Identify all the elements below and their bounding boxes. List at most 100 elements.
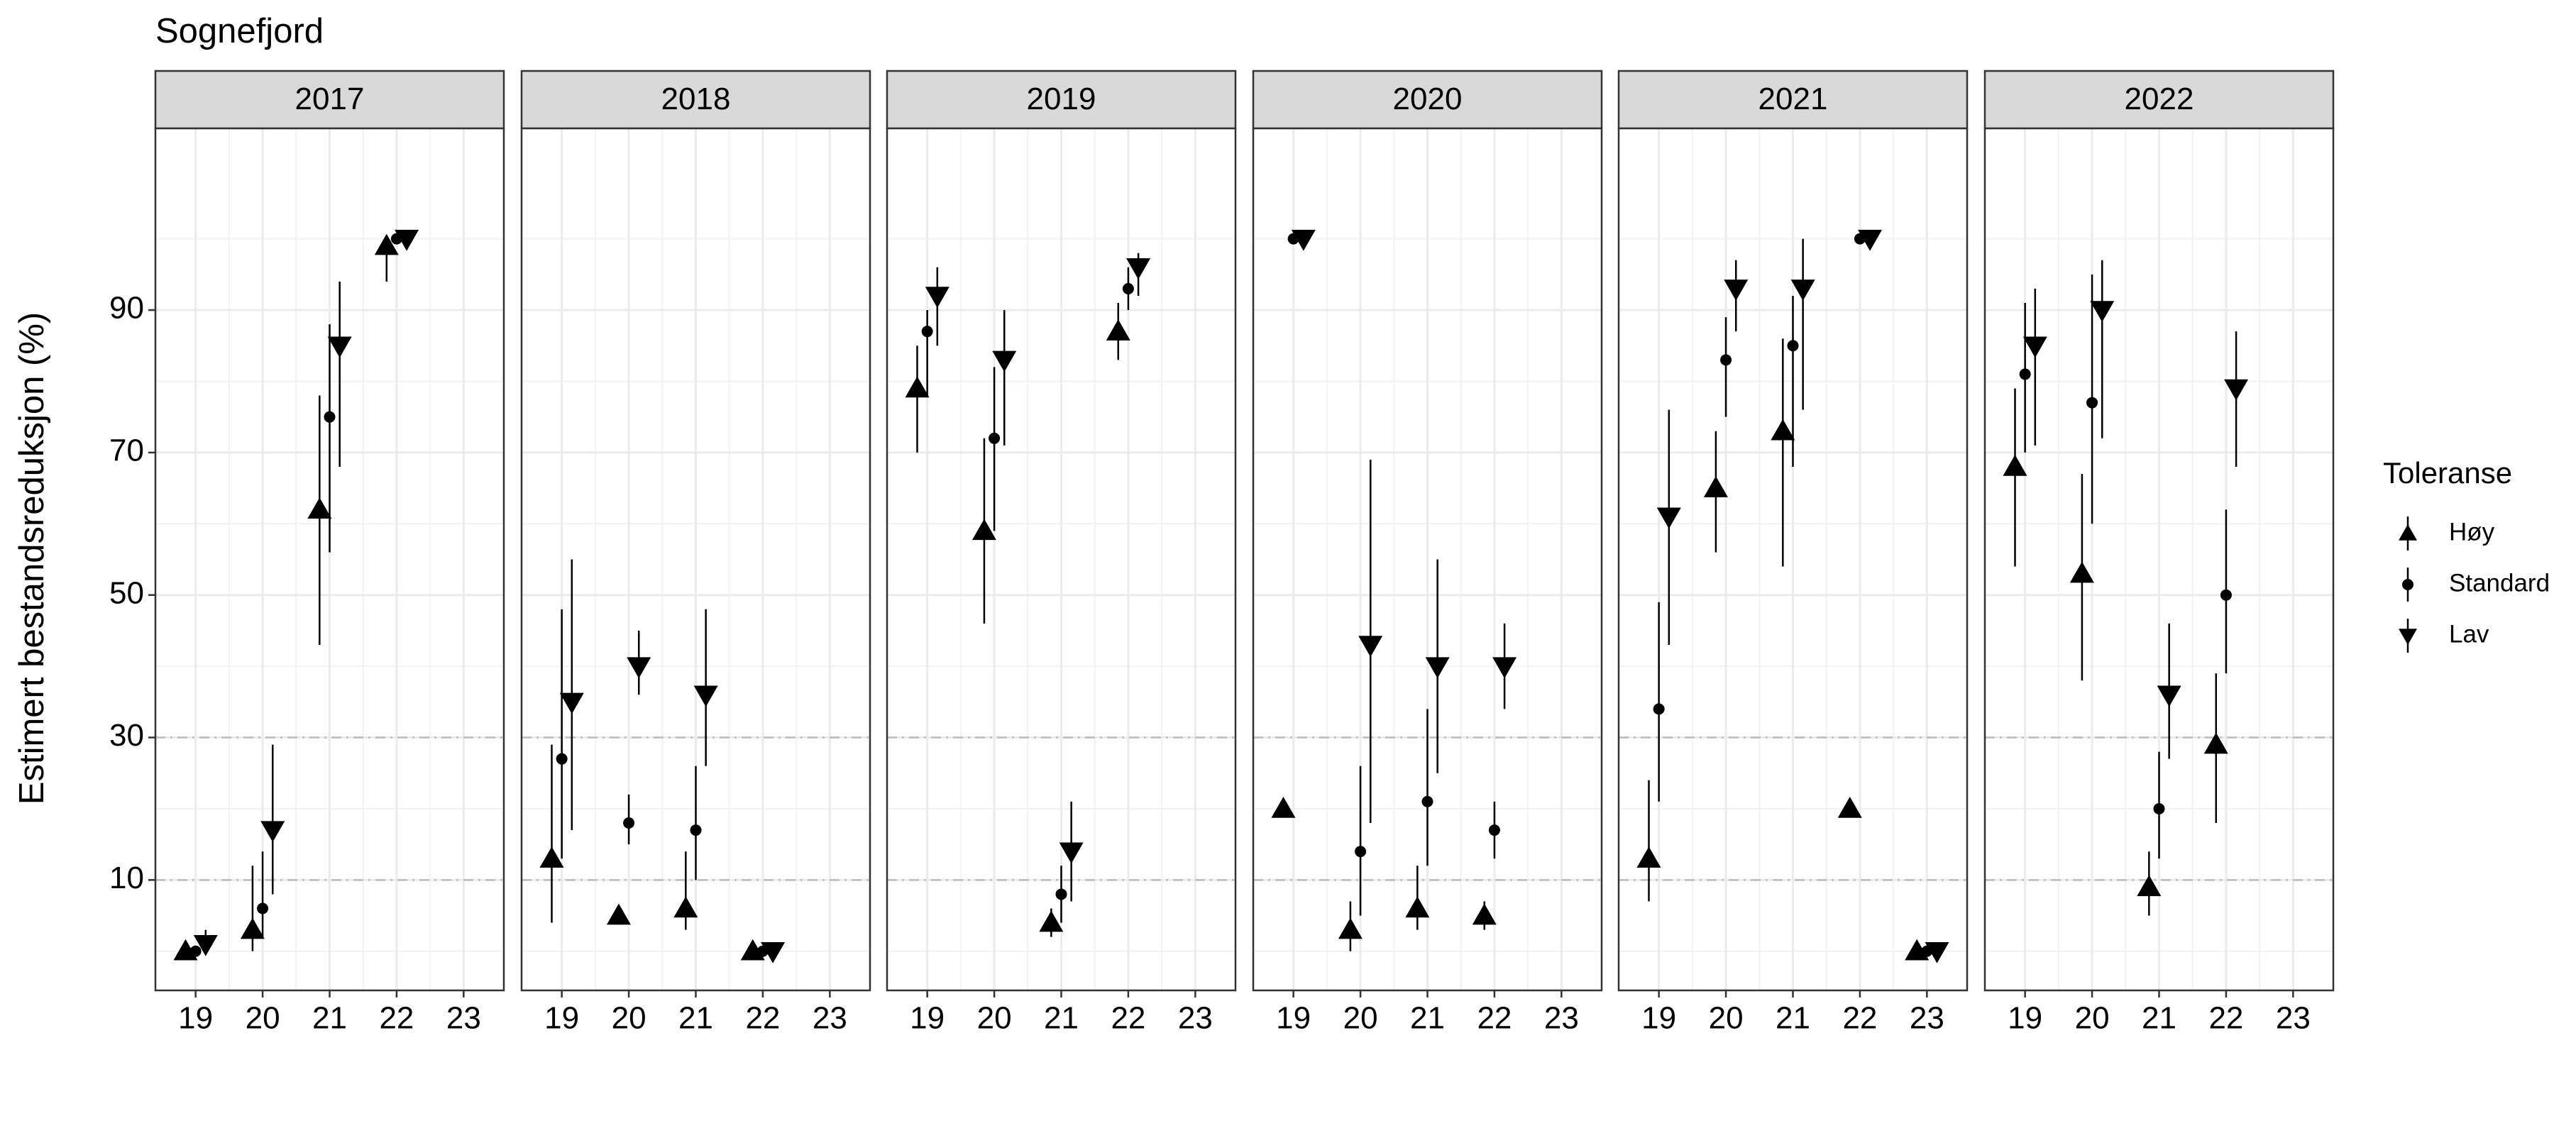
point [539, 846, 564, 868]
strip [1983, 70, 2335, 130]
strip-label: 2018 [661, 82, 731, 116]
strip-label: 2021 [1758, 82, 1828, 116]
strip [1252, 70, 1603, 130]
point [1787, 340, 1799, 352]
x-tick-label: 22 [1842, 1001, 1877, 1036]
point [1425, 657, 1450, 679]
legend-label: Høy [2449, 518, 2495, 546]
x-tick-label: 23 [813, 1001, 847, 1036]
point [324, 411, 336, 423]
point [1122, 282, 1134, 294]
strip-label: 2017 [295, 82, 365, 116]
point [1925, 942, 1949, 963]
x-tick-label: 21 [2142, 1001, 2176, 1036]
point [2019, 368, 2031, 380]
x-tick-label: 20 [1343, 1001, 1378, 1036]
point [1858, 229, 1883, 251]
point [257, 902, 269, 914]
point [193, 934, 218, 956]
panel-border [1617, 127, 1969, 992]
x-tick-label: 22 [2208, 1001, 2243, 1036]
point [1656, 507, 1681, 529]
x-tick-label: 22 [1111, 1001, 1145, 1036]
point [1703, 476, 1728, 497]
legend-title: Toleranse [2383, 456, 2512, 490]
point [971, 519, 996, 541]
point [905, 376, 930, 398]
point [1771, 419, 1795, 441]
point [1338, 917, 1363, 939]
strip [886, 70, 1237, 130]
strip [154, 70, 505, 130]
point [395, 229, 419, 251]
point [2157, 685, 2181, 707]
x-tick-label: 20 [977, 1001, 1012, 1036]
strip [520, 70, 871, 130]
point [559, 692, 584, 714]
strip-label: 2022 [2125, 82, 2194, 116]
point [1720, 354, 1732, 366]
x-tick-label: 22 [379, 1001, 414, 1036]
point [2153, 802, 2165, 814]
y-tick-label: 50 [109, 575, 144, 610]
point [673, 896, 698, 918]
point [240, 917, 265, 939]
x-tick-label: 20 [612, 1001, 646, 1036]
panel-border [886, 127, 1237, 992]
point [1653, 703, 1665, 715]
point [1106, 319, 1130, 341]
x-tick-label: 21 [1776, 1001, 1810, 1036]
x-tick-label: 21 [1044, 1001, 1079, 1036]
point [1271, 796, 1296, 818]
y-tick-label: 90 [109, 291, 144, 326]
point [556, 753, 568, 765]
legend-label: Standard [2449, 569, 2550, 597]
point [623, 817, 635, 829]
x-tick-label: 20 [1709, 1001, 1744, 1036]
point [2069, 561, 2094, 583]
point [921, 326, 933, 338]
y-axis-label: Estimert bestandsreduksjon (%) [13, 312, 51, 805]
point [1126, 258, 1151, 280]
point [925, 287, 950, 308]
point [606, 903, 631, 925]
point [374, 233, 399, 255]
y-tick-label: 10 [109, 861, 144, 895]
y-tick-label: 70 [109, 433, 144, 468]
x-tick-label: 23 [1910, 1001, 1944, 1036]
x-tick-label: 20 [2075, 1001, 2110, 1036]
point [989, 432, 1001, 444]
point [1039, 910, 1064, 932]
point [2022, 336, 2047, 358]
x-tick-label: 19 [178, 1001, 213, 1036]
point [2137, 875, 2162, 897]
x-tick-label: 23 [2276, 1001, 2311, 1036]
point [1055, 888, 1067, 900]
strip-label: 2019 [1027, 82, 1096, 116]
point [1405, 896, 1430, 918]
point [627, 657, 651, 679]
panel-border [520, 127, 871, 992]
point [189, 945, 202, 957]
point [2203, 732, 2228, 754]
point [1358, 636, 1383, 657]
point [260, 821, 285, 843]
x-tick-label: 21 [1410, 1001, 1445, 1036]
point [1488, 824, 1500, 836]
point [693, 685, 718, 707]
x-tick-label: 22 [1477, 1001, 1512, 1036]
chart-title: Sognefjord [155, 12, 324, 50]
point [2090, 301, 2115, 323]
point [2224, 379, 2249, 401]
point [1724, 280, 1749, 301]
point [690, 824, 702, 836]
strip-label: 2020 [1393, 82, 1463, 116]
point [1790, 280, 1815, 301]
x-tick-label: 19 [2008, 1001, 2042, 1036]
x-tick-label: 19 [1641, 1001, 1676, 1036]
x-tick-label: 19 [1276, 1001, 1311, 1036]
point [761, 942, 786, 963]
point [1059, 842, 1084, 864]
point [1421, 795, 1433, 807]
